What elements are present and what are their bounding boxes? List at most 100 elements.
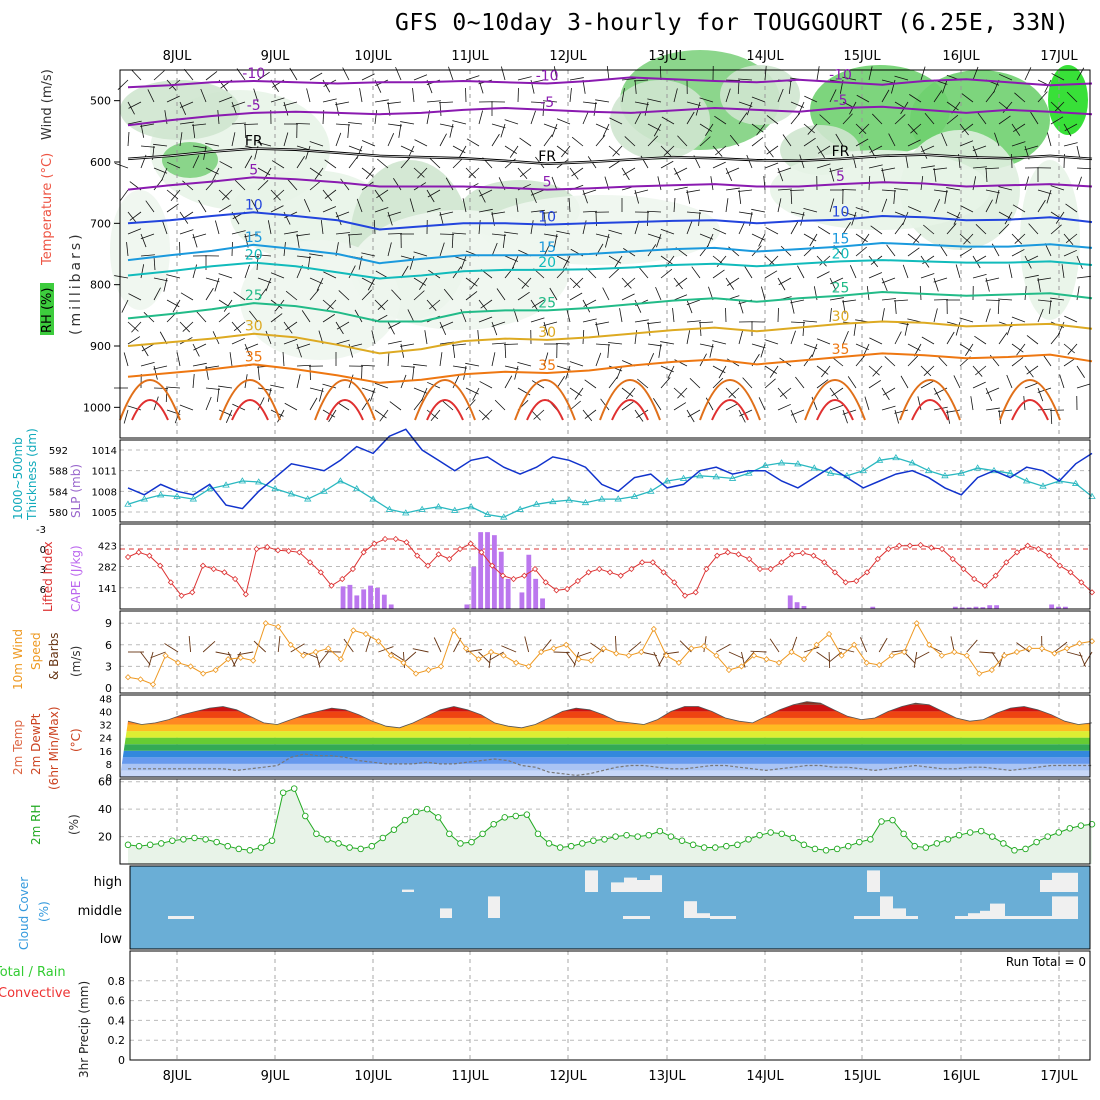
isotherm-label-30-1: 30 [538,325,556,341]
wind-barb-623 [621,401,634,411]
thickness-point-39 [761,461,769,468]
wind-barb-519 [543,233,558,237]
wind-barb-590 [584,379,597,389]
wind-barb-686 [673,387,685,398]
rh-point-71 [911,842,918,850]
wind-barb-535 [553,233,558,248]
wind-barb-606 [608,376,618,389]
wind-barb-380 [424,330,428,345]
wind-barb-691 [677,135,688,147]
li-point-45 [606,569,614,576]
cloud-mid-7 [980,910,990,918]
rh-point-6 [191,834,198,842]
wind-barb-968 [907,247,920,257]
rh-point-55 [734,841,741,849]
temp-tick-24: 24 [99,734,112,745]
wind-barb-933 [881,189,896,192]
wind-barb-838 [800,211,805,226]
wind-barb-167 [244,233,259,238]
wind-barb-1005 [923,365,935,377]
isotherm-label--10-0: -10 [242,66,265,82]
wind-10m-barb-6 [202,640,216,653]
wind-barb-105 [205,277,220,283]
wind-barb-271 [328,409,337,423]
cloud-high-label: high [94,875,122,890]
wind-barb-1103 [998,409,1013,412]
pressure-tick-label-700: 700 [90,217,111,230]
wind-barb-573 [569,361,584,367]
wind-barb-1155 [1063,142,1078,147]
wind-barb-610 [609,117,623,125]
wind-barb-22 [129,211,142,221]
wind-barb-477 [504,365,519,370]
wind-barb-1131 [1037,308,1044,323]
temp-line [127,701,1093,729]
wind-10m-barb-40 [628,641,642,653]
isotherm-45-0 [131,399,169,421]
cloud-high-4 [650,875,662,892]
wind-barb-712 [699,244,709,257]
wind-10m-barb-31 [501,645,517,653]
wind-barb-10 [121,299,129,313]
wind-barb-395 [439,321,447,335]
thickness-point-11 [304,495,312,502]
wind-barb-1122 [1030,111,1039,125]
li-point-65 [821,559,828,566]
isotherm-45-1 [231,399,269,421]
wind-barb-799 [758,397,766,411]
li-point-17 [307,559,314,566]
wind-barb-566 [582,210,598,213]
wind-barb-427 [460,308,467,323]
li-tick-3: 3 [40,565,46,576]
temp-tick-8: 8 [106,760,112,771]
wind-barb-263 [335,232,350,235]
wind-speed-point-2 [149,681,157,688]
cape-bar-33 [347,584,353,609]
wind-barb-220 [296,343,302,358]
wind-barb-899 [855,138,869,147]
li-point-19 [328,582,335,589]
date-label-top-0: 8JUL [163,49,193,64]
wind-barb-288 [361,73,375,81]
wind-barb-1008 [942,79,948,94]
wind-10m-barb-15 [315,651,321,668]
wind-barb-435 [466,138,480,147]
cape-bar-54 [491,535,497,609]
wind-barb-1146 [1048,299,1052,314]
rh-point-68 [878,818,885,825]
wind-barb-814 [777,387,788,399]
rh-shading-4 [120,80,240,140]
wind-10m-barb-27 [465,649,482,653]
wind-barb-967 [907,233,920,243]
wind-speed-point-58 [851,641,858,648]
wind-barb-283 [336,321,350,330]
wind-barb-308 [365,167,376,180]
wind-barb-805 [777,188,792,191]
wind-barb-871 [817,226,831,235]
cloud-mid-6 [968,913,980,918]
wind-barb-807 [765,227,779,235]
dewpoint-line [128,753,1092,777]
rh-point-18 [324,836,331,843]
cape-bar-136 [1056,606,1061,609]
wind-barb-1162 [1050,297,1065,301]
wind-10m-barb-14 [303,651,319,659]
rh-point-51 [689,841,697,849]
wind-speed-point-46 [700,643,707,650]
wind-speed-point-8 [225,656,232,663]
wind-barb-241 [322,98,337,103]
wind-barb-303 [361,398,371,411]
wind-barb-1074 [998,115,1011,125]
li-point-16 [296,549,303,556]
isotherm-40-3 [414,379,476,421]
wind-barb-436 [468,167,480,178]
wind-barb-1174 [1065,203,1078,213]
wind-barb-37 [153,178,163,191]
wind-barb-1065 [985,277,990,292]
wind-barb-1059 [972,145,987,152]
rh-point-29 [446,830,453,838]
wind-barb-96 [205,71,218,81]
wind-speed-point-15 [312,648,319,656]
wind-barb-298 [361,289,373,301]
wind-barb-51 [153,143,168,147]
